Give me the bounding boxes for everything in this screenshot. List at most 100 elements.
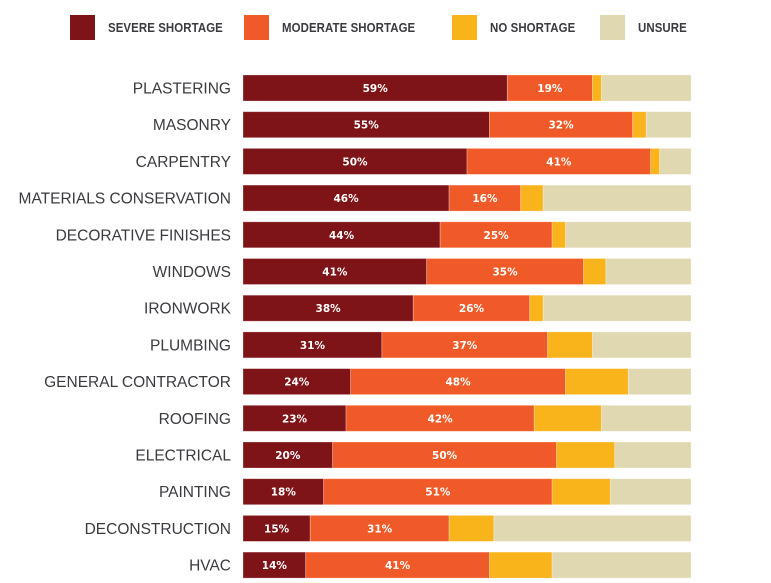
- category-label: ROOFING: [159, 411, 231, 428]
- value-label: 14%: [262, 560, 288, 572]
- bar-segment-severe-shortage: [242, 368, 351, 396]
- value-label: 26%: [459, 303, 485, 315]
- bar-segment-unsure: [645, 111, 692, 139]
- bar-segment-moderate-shortage: [381, 331, 549, 359]
- bar-segment-moderate-shortage: [426, 258, 584, 285]
- value-label: 31%: [367, 523, 393, 535]
- bar-row-hvac: HVAC 14% 41%: [189, 551, 692, 579]
- value-label: 48%: [445, 377, 471, 389]
- bar-segment-no-shortage: [583, 258, 607, 285]
- bar-row-carpentry: CARPENTRY 50% 41%: [136, 147, 692, 175]
- bar-segment-unsure: [592, 331, 692, 359]
- legend-item-severe-shortage: SEVERE SHORTAGE: [70, 13, 239, 41]
- value-label: 37%: [452, 340, 478, 352]
- bar-segment-severe-shortage: [242, 111, 490, 139]
- bar-segment-severe-shortage: [242, 221, 441, 249]
- value-label: 15%: [264, 523, 290, 535]
- category-label: CARPENTRY: [136, 154, 231, 171]
- bar-segment-unsure: [601, 404, 692, 432]
- bar-segment-severe-shortage: [242, 478, 325, 506]
- bar-segment-severe-shortage: [242, 258, 428, 285]
- value-label: 59%: [363, 83, 389, 95]
- bar-segment-unsure: [565, 221, 692, 249]
- legend-item-unsure: UNSURE: [600, 13, 694, 41]
- bar-segment-severe-shortage: [242, 294, 414, 322]
- bar-segment-moderate-shortage: [448, 184, 522, 212]
- category-label: PLASTERING: [133, 81, 231, 98]
- value-label: 42%: [428, 413, 454, 425]
- value-label: 38%: [316, 303, 342, 315]
- legend-label: SEVERE SHORTAGE: [108, 19, 223, 35]
- value-label: 35%: [493, 267, 519, 279]
- value-label: 16%: [472, 193, 498, 205]
- category-label: DECORATIVE FINISHES: [56, 227, 231, 244]
- bar-row-plumbing: PLUMBING 31% 37%: [150, 331, 692, 359]
- bar-segment-unsure: [605, 258, 692, 285]
- value-label: 41%: [385, 560, 411, 572]
- bar-segment-no-shortage: [547, 331, 593, 359]
- bar-segment-moderate-shortage: [305, 551, 490, 579]
- bar-segment-unsure: [614, 441, 692, 469]
- value-label: 41%: [546, 156, 572, 168]
- value-label: 51%: [425, 487, 451, 499]
- bar-segment-unsure: [551, 551, 692, 579]
- category-label: MATERIALS CONSERVATION: [19, 191, 231, 208]
- bar-segment-no-shortage: [551, 478, 611, 506]
- bar-segment-unsure: [609, 478, 692, 506]
- bar-segment-severe-shortage: [242, 404, 347, 432]
- value-label: 24%: [284, 377, 310, 389]
- value-label: 50%: [432, 450, 458, 462]
- bar-segment-moderate-shortage: [412, 294, 531, 322]
- category-label: WINDOWS: [153, 264, 231, 281]
- bar-row-masonry: MASONRY 55% 32%: [153, 111, 692, 139]
- bar-segment-unsure: [542, 294, 692, 322]
- value-label: 23%: [282, 413, 308, 425]
- bar-segment-no-shortage: [551, 221, 566, 249]
- category-label: DECONSTRUCTION: [85, 521, 231, 538]
- legend-swatch-no-shortage: [452, 14, 477, 40]
- legend: SEVERE SHORTAGE MODERATE SHORTAGE NO SHORT…: [0, 13, 771, 41]
- value-label: 50%: [342, 156, 368, 168]
- bar-row-plastering: PLASTERING 59% 19%: [133, 74, 692, 102]
- bar-segment-severe-shortage: [242, 184, 450, 212]
- bar-segment-severe-shortage: [242, 147, 468, 175]
- category-label: GENERAL CONTRACTOR: [44, 374, 231, 391]
- value-label: 19%: [537, 83, 563, 95]
- category-label: ELECTRICAL: [135, 448, 231, 465]
- category-label: PLUMBING: [150, 337, 231, 354]
- bar-segment-moderate-shortage: [350, 368, 566, 396]
- bar-segment-severe-shortage: [242, 551, 307, 579]
- value-label: 46%: [333, 193, 359, 205]
- bar-segment-no-shortage: [592, 74, 602, 102]
- bar-segment-unsure: [601, 74, 692, 102]
- bar-row-painting: PAINTING 18% 51%: [159, 478, 692, 506]
- bar-segment-moderate-shortage: [466, 147, 652, 175]
- bar-segment-moderate-shortage: [506, 74, 593, 102]
- bar-segment-unsure: [542, 184, 692, 212]
- bar-segment-no-shortage: [565, 368, 629, 396]
- category-label: IRONWORK: [144, 301, 232, 318]
- value-label: 31%: [300, 340, 326, 352]
- value-label: 55%: [354, 120, 380, 132]
- bar-segment-severe-shortage: [242, 74, 508, 102]
- bar-segment-moderate-shortage: [323, 478, 553, 506]
- bar-segment-moderate-shortage: [309, 515, 450, 542]
- value-label: 18%: [271, 487, 297, 499]
- legend-label: NO SHORTAGE: [490, 19, 576, 35]
- bar-row-general-contractor: GENERAL CONTRACTOR 24% 48%: [44, 368, 692, 396]
- legend-label: MODERATE SHORTAGE: [282, 19, 416, 35]
- legend-swatch-unsure: [600, 14, 625, 40]
- bar-segment-no-shortage: [556, 441, 616, 469]
- value-label: 41%: [322, 267, 348, 279]
- bar-segment-moderate-shortage: [332, 441, 558, 469]
- bar-segment-unsure: [659, 147, 692, 175]
- bar-row-materials-conservation: MATERIALS CONSERVATION 46% 16%: [19, 184, 692, 212]
- value-label: 25%: [484, 230, 510, 242]
- bar-segment-unsure: [627, 368, 692, 396]
- category-label: HVAC: [189, 558, 231, 575]
- bar-segment-unsure: [493, 515, 692, 542]
- bar-segment-no-shortage: [650, 147, 661, 175]
- bar-segment-no-shortage: [448, 515, 495, 542]
- category-label: MASONRY: [153, 117, 231, 134]
